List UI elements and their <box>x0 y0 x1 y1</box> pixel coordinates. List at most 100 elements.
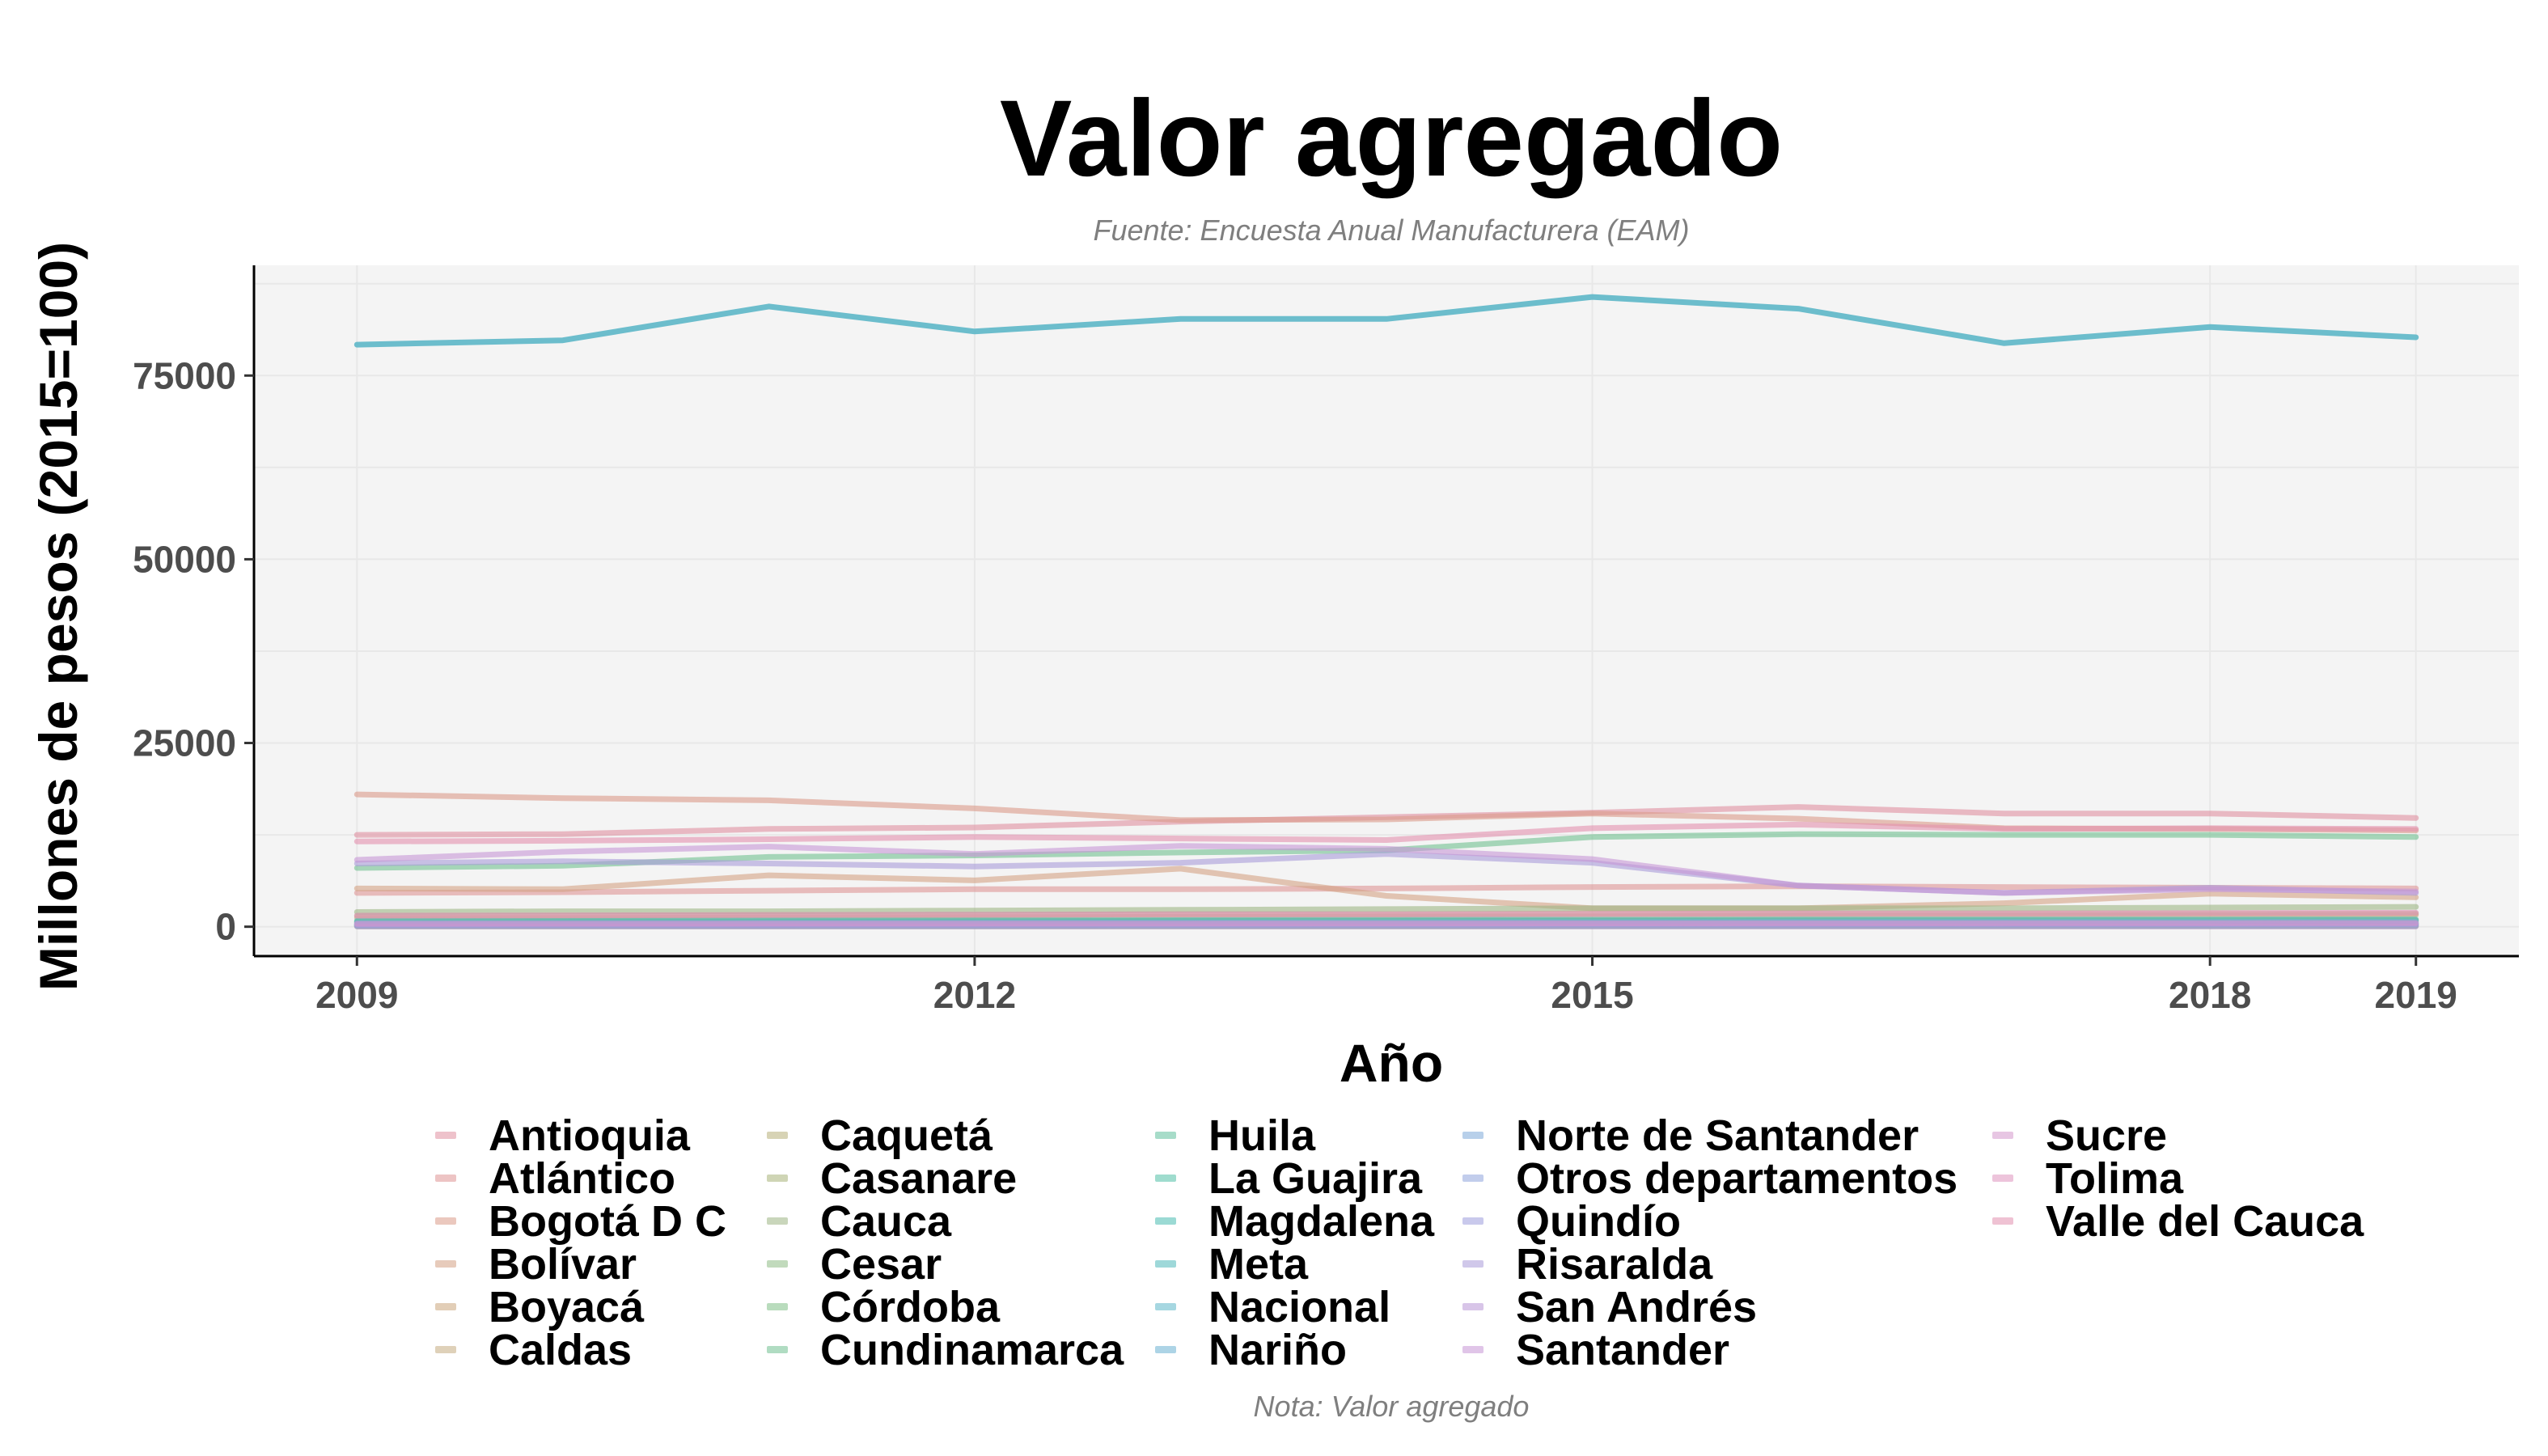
legend-item: La Guajira <box>1149 1154 1434 1203</box>
chart-caption: Nota: Valor agregado <box>1253 1390 1530 1423</box>
legend-label: San Andrés <box>1516 1282 1758 1331</box>
legend-label: Tolima <box>2046 1153 2184 1203</box>
y-tick-label: 0 <box>215 906 236 948</box>
legend-item: Otros departamentos <box>1456 1154 1958 1203</box>
legend-key-swatch <box>767 1175 788 1182</box>
legend-item: Cauca <box>760 1197 1124 1246</box>
legend-item: Antioquia <box>429 1111 726 1160</box>
legend-key-swatch <box>767 1260 788 1268</box>
legend-key-swatch <box>767 1132 788 1139</box>
legend-key-swatch <box>767 1303 788 1310</box>
legend-label: Norte de Santander <box>1516 1111 1919 1160</box>
legend-label: Antioquia <box>489 1111 690 1160</box>
legend-column: Norte de Santander Otros departamentos Qui… <box>1456 1111 1958 1374</box>
legend-item: Norte de Santander <box>1456 1111 1958 1160</box>
legend-item: Magdalena <box>1149 1197 1434 1246</box>
legend-item: Bogotá D C <box>429 1197 726 1246</box>
legend-label: Atlántico <box>489 1153 676 1203</box>
legend-label: Boyacá <box>489 1282 645 1331</box>
legend-item: Caquetá <box>760 1111 1124 1160</box>
legend-column: Huila La Guajira Magdalena Meta Nacional Nari… <box>1149 1111 1434 1374</box>
legend-label: Caquetá <box>820 1111 993 1160</box>
legend-key-swatch <box>1462 1132 1484 1139</box>
legend-key-swatch <box>767 1346 788 1353</box>
legend-item: Meta <box>1149 1240 1434 1289</box>
y-tick-label: 25000 <box>133 722 236 764</box>
legend-item: Tolima <box>1986 1154 2364 1203</box>
legend-column: Sucre Tolima Valle del Cauca <box>1986 1111 2364 1246</box>
legend-key-swatch <box>1155 1217 1176 1225</box>
legend-item: Nariño <box>1149 1326 1434 1374</box>
legend-label: Caldas <box>489 1325 633 1374</box>
series-line <box>353 294 2419 348</box>
legend-key-swatch <box>1462 1175 1484 1182</box>
legend-key-swatch <box>1155 1175 1176 1182</box>
legend-key-swatch <box>435 1260 456 1268</box>
legend-item: Quindío <box>1456 1197 1958 1246</box>
legend-key-swatch <box>1155 1346 1176 1353</box>
legend-item: Caldas <box>429 1326 726 1374</box>
x-tick-label: 2012 <box>933 974 1016 1016</box>
legend-label: Otros departamentos <box>1516 1153 1958 1203</box>
legend-item: Atlántico <box>429 1154 726 1203</box>
legend-label: Meta <box>1208 1239 1309 1289</box>
legend-label: Bogotá D C <box>489 1196 726 1246</box>
legend-label: Quindío <box>1516 1196 1681 1246</box>
legend-key-swatch <box>1462 1217 1484 1225</box>
legend-label: Nacional <box>1208 1282 1391 1331</box>
legend-key-swatch <box>435 1175 456 1182</box>
legend-item: Bolívar <box>429 1240 726 1289</box>
legend-column: Caquetá Casanare Cauca Cesar Córdoba Cundinam… <box>760 1111 1124 1374</box>
legend-key-swatch <box>435 1303 456 1310</box>
legend-key-swatch <box>435 1217 456 1225</box>
legend-key-swatch <box>767 1217 788 1225</box>
series-line <box>353 866 2419 912</box>
x-axis-label: Año <box>1339 1033 1444 1093</box>
legend-key-swatch <box>1155 1303 1176 1310</box>
x-tick-label: 2018 <box>2169 974 2251 1016</box>
legend-label: Huila <box>1208 1111 1316 1160</box>
legend-item: Boyacá <box>429 1283 726 1331</box>
legend-key-swatch <box>1462 1346 1484 1353</box>
legend-key-swatch <box>1992 1132 2013 1139</box>
legend-item: Santander <box>1456 1326 1958 1374</box>
y-tick-label: 50000 <box>133 538 236 580</box>
series-lines <box>353 294 2419 929</box>
legend-label: Casanare <box>820 1153 1018 1203</box>
legend-label: Santander <box>1516 1325 1730 1374</box>
legend-key-swatch <box>1155 1132 1176 1139</box>
legend-item: Cundinamarca <box>760 1326 1124 1374</box>
x-tick-label: 2015 <box>1551 974 1633 1016</box>
legend-key-swatch <box>435 1346 456 1353</box>
series-line <box>353 821 2419 844</box>
legend-label: Córdoba <box>820 1282 1000 1331</box>
series-line <box>353 920 2419 927</box>
legend-item: San Andrés <box>1456 1283 1958 1331</box>
legend-item: Sucre <box>1986 1111 2364 1160</box>
legend-label: Bolívar <box>489 1239 637 1289</box>
legend-key-swatch <box>1992 1175 2013 1182</box>
y-tick-label: 75000 <box>133 354 236 396</box>
x-tick-label: 2019 <box>2375 974 2457 1016</box>
legend-label: Cauca <box>820 1196 952 1246</box>
legend-label: La Guajira <box>1208 1153 1423 1203</box>
series-line <box>353 883 2419 896</box>
chart-subtitle: Fuente: Encuesta Anual Manufacturera (EA… <box>1093 214 1690 247</box>
legend-column: Antioquia Atlántico Bogotá D C Bolívar Boyac… <box>429 1111 726 1374</box>
legend-key-swatch <box>1992 1217 2013 1225</box>
series-line <box>353 904 2419 915</box>
legend-key-swatch <box>435 1132 456 1139</box>
legend-item: Risaralda <box>1456 1240 1958 1289</box>
legend-label: Nariño <box>1208 1325 1348 1374</box>
legend-item: Cesar <box>760 1240 1124 1289</box>
legend-label: Risaralda <box>1516 1239 1713 1289</box>
legend-label: Valle del Cauca <box>2046 1196 2364 1246</box>
legend-label: Cundinamarca <box>820 1325 1124 1374</box>
x-tick-label: 2009 <box>315 974 398 1016</box>
legend-key-swatch <box>1462 1303 1484 1310</box>
series-line <box>353 909 2419 919</box>
legend-label: Sucre <box>2046 1111 2168 1160</box>
legend-label: Cesar <box>820 1239 942 1289</box>
legend-item: Valle del Cauca <box>1986 1197 2364 1246</box>
